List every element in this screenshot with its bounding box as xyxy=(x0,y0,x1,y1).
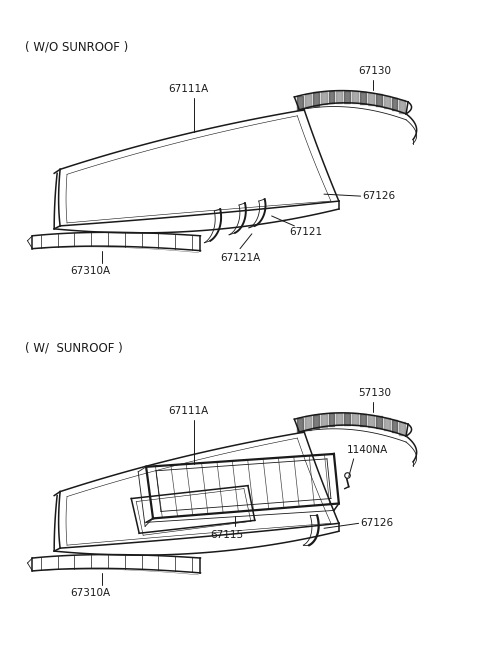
Text: 67126: 67126 xyxy=(360,518,394,528)
Text: ( W/O SUNROOF ): ( W/O SUNROOF ) xyxy=(24,41,128,53)
Text: 67111A: 67111A xyxy=(168,406,208,417)
Text: 67126: 67126 xyxy=(362,191,396,201)
Text: 67130: 67130 xyxy=(359,66,392,76)
Text: 67121A: 67121A xyxy=(220,253,261,263)
Text: 1140NA: 1140NA xyxy=(347,445,388,455)
Text: 67310A: 67310A xyxy=(70,265,110,275)
Text: 67111A: 67111A xyxy=(168,84,208,94)
Text: 67310A: 67310A xyxy=(70,588,110,598)
Text: 57130: 57130 xyxy=(359,388,392,398)
Text: ( W/  SUNROOF ): ( W/ SUNROOF ) xyxy=(24,342,122,355)
Text: 67115: 67115 xyxy=(210,530,243,540)
Text: 67121: 67121 xyxy=(289,227,323,237)
